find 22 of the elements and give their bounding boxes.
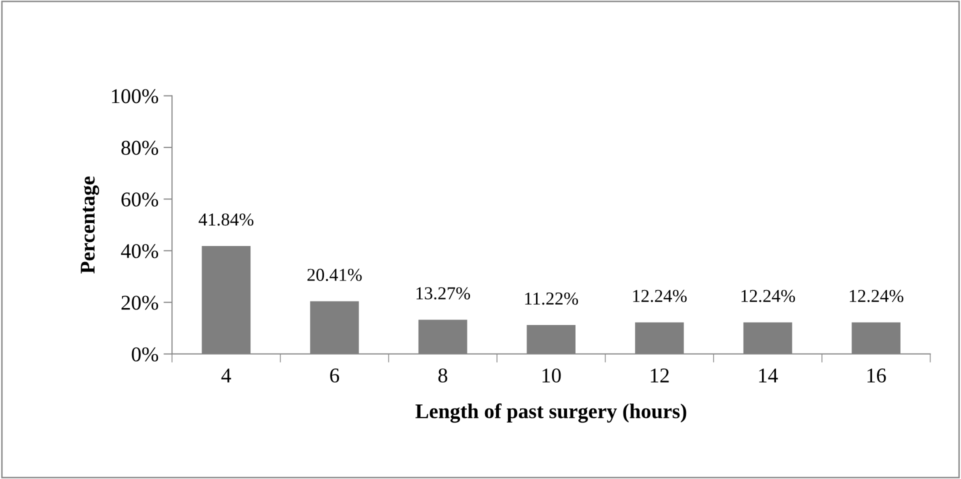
x-axis-title: Length of past surgery (hours): [415, 403, 686, 423]
y-tick-label: 40%: [121, 244, 158, 258]
data-label: 41.84%: [198, 213, 254, 226]
y-tick-label: 0%: [132, 347, 158, 362]
y-tick-label: 60%: [122, 192, 158, 207]
y-tick-label: 80%: [121, 140, 158, 155]
x-tick-label: 14: [759, 368, 778, 382]
x-tick-label: 10: [542, 368, 561, 383]
y-tick-label: 20%: [122, 296, 158, 310]
data-label: 12.24%: [850, 290, 904, 302]
x-tick-label: 8: [438, 368, 448, 383]
x-tick-label: 4: [221, 368, 232, 382]
data-label: 11.22%: [525, 292, 578, 305]
data-label: 13.27%: [416, 287, 470, 300]
data-label: 20.41%: [307, 268, 362, 282]
x-tick-label: 16: [868, 368, 886, 383]
y-axis-title: Percentage: [80, 176, 100, 274]
data-label: 12.24%: [742, 290, 795, 302]
y-tick-label: 100%: [112, 89, 158, 104]
x-tick-label: 12: [650, 368, 669, 382]
x-tick-label: 6: [330, 368, 340, 383]
data-label: 12.24%: [633, 290, 687, 302]
